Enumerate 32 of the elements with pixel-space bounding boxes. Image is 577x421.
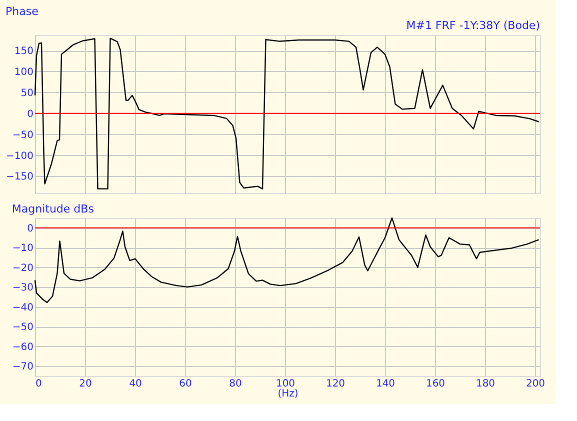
- chart-title: Phase: [6, 5, 39, 18]
- x-tick-label: 40: [129, 378, 142, 390]
- x-tick-label: 120: [326, 378, 346, 390]
- x-tick-label: 200: [526, 378, 546, 390]
- x-tick-label: 160: [426, 378, 446, 390]
- x-tick-label: 20: [79, 378, 92, 390]
- y-tick-label: −60: [12, 342, 34, 353]
- y-tick-label: −50: [12, 130, 34, 141]
- x-axis-title: (Hz): [278, 388, 298, 400]
- line-series: [34, 217, 540, 304]
- y-tick-label: −20: [12, 262, 34, 274]
- y-tick-label: 100: [14, 66, 34, 78]
- y-tick-label: −40: [12, 302, 34, 314]
- line-series: [34, 38, 540, 190]
- text: M#1 FRF -1Y:38Y (Bode): [406, 19, 540, 32]
- chart-title: Magnitude dBs: [12, 202, 94, 216]
- y-tick-label: −70: [12, 362, 34, 373]
- y-tick-label: −100: [6, 150, 34, 162]
- y-tick-label: 0: [27, 223, 34, 234]
- y-tick-label: −10: [12, 243, 34, 254]
- x-tick-label: 180: [476, 378, 496, 390]
- y-tick-label: −30: [12, 282, 34, 294]
- x-tick-label: 80: [229, 378, 242, 390]
- y-tick-label: 150: [14, 46, 34, 58]
- y-tick-label: 50: [20, 88, 34, 99]
- x-tick-label: 100: [276, 378, 296, 390]
- x-tick-label: 60: [179, 378, 192, 390]
- x-tick-label: 140: [376, 378, 396, 390]
- y-tick-label: −50: [12, 322, 34, 334]
- y-tick-label: −150: [6, 172, 34, 183]
- y-tick-label: 0: [27, 108, 34, 120]
- x-tick-label: 0: [36, 378, 42, 390]
